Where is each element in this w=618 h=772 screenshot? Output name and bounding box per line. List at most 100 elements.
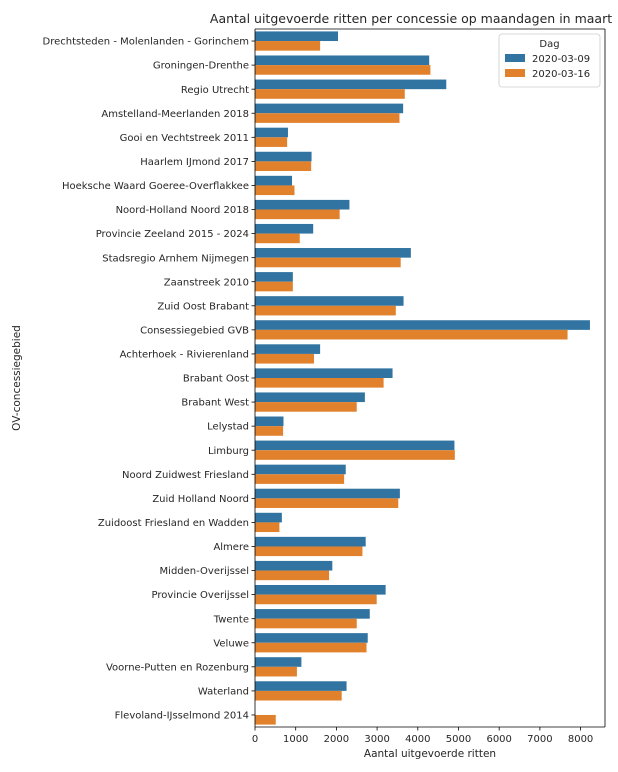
x-tick-label: 3000 bbox=[364, 734, 389, 745]
legend-swatch-series-2 bbox=[505, 69, 525, 77]
y-tick-label: Limburg bbox=[208, 446, 249, 457]
bar-2-6 bbox=[255, 161, 312, 172]
y-tick-label: Veluwe bbox=[213, 638, 249, 649]
bar-2-29 bbox=[255, 714, 276, 725]
y-tick-label: Zaanstreek 2010 bbox=[164, 277, 249, 288]
legend-title: Dag bbox=[539, 39, 559, 50]
bar-1-11 bbox=[255, 272, 293, 282]
bar-1-28 bbox=[255, 681, 347, 691]
x-tick-label: 8000 bbox=[568, 734, 593, 745]
y-tick-label: Zuid Oost Brabant bbox=[157, 301, 249, 312]
bar-2-19 bbox=[255, 474, 345, 484]
bar-2-3 bbox=[255, 89, 405, 99]
bar-2-10 bbox=[255, 257, 401, 268]
bar-1-24 bbox=[255, 584, 386, 595]
bar-2-4 bbox=[255, 113, 400, 123]
y-tick-label: Achterhoek - Rivierenland bbox=[120, 350, 249, 361]
y-tick-label: Flevoland-IJsselmond 2014 bbox=[115, 711, 249, 722]
legend-swatch-series-1 bbox=[505, 54, 525, 62]
bar-2-13 bbox=[255, 329, 568, 340]
y-tick-label: Gooi en Vechtstreek 2011 bbox=[120, 133, 249, 144]
bar-1-20 bbox=[255, 488, 400, 499]
y-tick-label: Brabant West bbox=[181, 398, 249, 409]
bar-2-24 bbox=[255, 594, 377, 605]
bar-2-5 bbox=[255, 137, 288, 147]
bar-2-7 bbox=[255, 185, 295, 196]
chart-title: Aantal uitgevoerde ritten per concessie … bbox=[210, 11, 612, 26]
bar-2-26 bbox=[255, 642, 367, 653]
y-tick-label: Consessiegebied GVB bbox=[140, 325, 249, 336]
legend-label-series-2: 2020-03-16 bbox=[532, 69, 590, 80]
bar-2-12 bbox=[255, 305, 396, 316]
y-axis: Drechtsteden - Molenlanden - Gorinchem Gr… bbox=[43, 37, 255, 722]
y-tick-label: Lelystad bbox=[207, 422, 249, 433]
y-axis-label: OV-concessiegebied bbox=[11, 325, 23, 431]
y-tick-label: Zuid Holland Noord bbox=[152, 494, 249, 505]
y-tick-label: Amstelland-Meerlanden 2018 bbox=[101, 109, 249, 120]
bar-2-27 bbox=[255, 666, 297, 677]
bar-1-1 bbox=[255, 31, 339, 42]
bar-2-28 bbox=[255, 690, 342, 701]
bar-1-3 bbox=[255, 79, 447, 90]
bar-2-9 bbox=[255, 233, 300, 244]
bar-2-22 bbox=[255, 546, 363, 557]
bar-2-18 bbox=[255, 450, 455, 460]
bar-1-7 bbox=[255, 175, 293, 186]
x-tick-label: 2000 bbox=[324, 734, 349, 745]
bar-2-15 bbox=[255, 378, 384, 388]
bar-1-17 bbox=[255, 416, 284, 427]
bars-group bbox=[255, 31, 590, 725]
bar-1-4 bbox=[255, 103, 404, 114]
bar-1-14 bbox=[255, 344, 321, 354]
bar-1-15 bbox=[255, 368, 393, 378]
x-axis-label: Aantal uitgevoerde ritten bbox=[364, 748, 496, 760]
bar-1-10 bbox=[255, 248, 411, 258]
x-tick-label: 5000 bbox=[446, 734, 471, 745]
bar-1-6 bbox=[255, 151, 312, 162]
bar-1-2 bbox=[255, 55, 430, 66]
bar-1-25 bbox=[255, 609, 370, 619]
legend-label-series-1: 2020-03-09 bbox=[532, 54, 590, 65]
x-axis: 0 1000 2000 3000 4000 5000 6000 7000 8000 bbox=[252, 727, 593, 745]
bar-1-12 bbox=[255, 296, 404, 306]
y-tick-label: Haarlem IJmond 2017 bbox=[140, 157, 249, 168]
bar-1-19 bbox=[255, 464, 346, 475]
bar-1-5 bbox=[255, 127, 288, 138]
y-tick-label: Provincie Zeeland 2015 - 2024 bbox=[96, 229, 249, 240]
bar-1-9 bbox=[255, 223, 314, 234]
y-tick-label: Brabant Oost bbox=[183, 374, 249, 385]
bar-1-16 bbox=[255, 392, 365, 403]
x-tick-label: 1000 bbox=[283, 734, 308, 745]
y-tick-label: Almere bbox=[213, 542, 249, 553]
bar-1-22 bbox=[255, 536, 366, 547]
bar-1-13 bbox=[255, 320, 590, 330]
y-tick-label: Groningen-Drenthe bbox=[153, 61, 249, 72]
bar-1-21 bbox=[255, 512, 282, 523]
y-tick-label: Stadsregio Arnhem Nijmegen bbox=[102, 253, 249, 264]
y-tick-label: Noord-Holland Noord 2018 bbox=[116, 205, 249, 216]
bar-2-21 bbox=[255, 522, 280, 533]
bar-2-8 bbox=[255, 209, 340, 220]
legend: Dag 2020-03-09 2020-03-16 bbox=[498, 33, 601, 88]
x-tick-label: 0 bbox=[252, 734, 258, 745]
y-tick-label: Twente bbox=[213, 614, 249, 625]
x-tick-label: 4000 bbox=[405, 734, 430, 745]
x-tick-label: 6000 bbox=[486, 734, 511, 745]
y-tick-label: Voorne-Putten en Rozenburg bbox=[106, 662, 249, 673]
y-tick-label: Midden-Overijssel bbox=[160, 566, 249, 577]
y-tick-label: Drechtsteden - Molenlanden - Gorinchem bbox=[43, 37, 249, 48]
y-tick-label: Noord Zuidwest Friesland bbox=[122, 470, 249, 481]
bar-2-23 bbox=[255, 570, 330, 581]
bar-1-8 bbox=[255, 199, 350, 210]
bar-2-20 bbox=[255, 498, 399, 508]
x-tick-label: 7000 bbox=[527, 734, 552, 745]
bar-1-26 bbox=[255, 633, 368, 643]
y-tick-label: Zuidoost Friesland en Wadden bbox=[98, 518, 249, 529]
bar-1-27 bbox=[255, 657, 302, 667]
bar-2-25 bbox=[255, 618, 357, 629]
y-tick-label: Regio Utrecht bbox=[181, 85, 249, 96]
bar-1-23 bbox=[255, 560, 333, 571]
bar-2-1 bbox=[255, 41, 321, 51]
y-tick-label: Waterland bbox=[198, 686, 249, 697]
